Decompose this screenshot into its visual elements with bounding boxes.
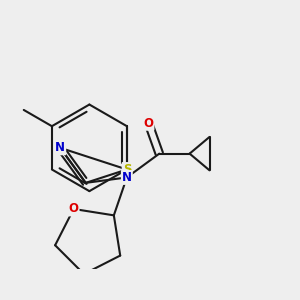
Text: O: O [143, 117, 154, 130]
Text: S: S [123, 163, 131, 176]
Text: N: N [122, 171, 132, 184]
Text: O: O [69, 202, 79, 215]
Text: N: N [55, 141, 65, 154]
